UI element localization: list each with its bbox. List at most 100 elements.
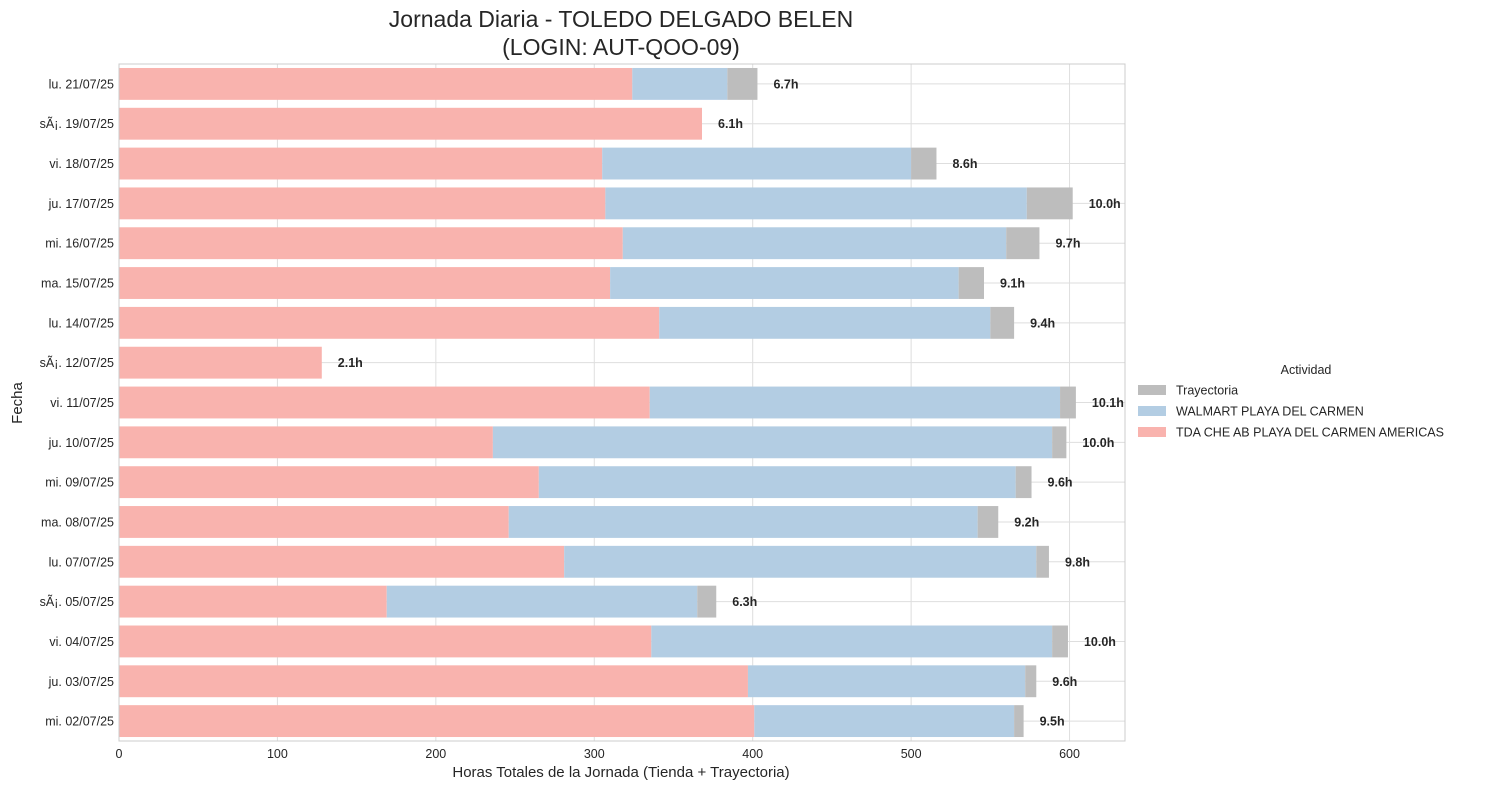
bar-segment xyxy=(911,147,937,180)
bar-segment xyxy=(977,506,999,538)
legend-swatch xyxy=(1138,385,1166,395)
x-tick-label: 100 xyxy=(267,747,288,761)
y-tick-label: vi. 18/07/25 xyxy=(49,157,114,171)
bar-segment xyxy=(119,386,650,419)
y-tick-label: mi. 02/07/25 xyxy=(45,715,114,729)
bar-segment xyxy=(1014,705,1024,738)
x-tick-label: 600 xyxy=(1059,747,1080,761)
legend-entry: TDA CHE AB PLAYA DEL CARMEN AMERICAS xyxy=(1176,426,1444,440)
bar-segment xyxy=(1015,466,1032,499)
bar-segment xyxy=(492,426,1053,459)
y-tick-label: ma. 08/07/25 xyxy=(41,515,114,529)
bar-segment xyxy=(1006,227,1040,260)
bar-segment xyxy=(119,227,623,260)
chart-title-line-1: Jornada Diaria - TOLEDO DELGADO BELEN xyxy=(389,6,853,32)
bar-total-label: 10.0h xyxy=(1082,436,1114,450)
bar-segment xyxy=(1025,665,1037,698)
y-tick-label: ju. 03/07/25 xyxy=(48,675,114,689)
bar-segment xyxy=(119,545,565,578)
bar-segment xyxy=(651,625,1053,658)
bar-segment xyxy=(697,585,717,618)
bar-total-label: 9.6h xyxy=(1052,675,1077,689)
bar-segment xyxy=(1052,625,1068,658)
y-tick-label: vi. 04/07/25 xyxy=(49,635,114,649)
bar-segment xyxy=(958,267,985,299)
chart-title-line-2: (LOGIN: AUT-QOO-09) xyxy=(502,34,740,60)
bar-segment xyxy=(610,267,959,299)
tick-labels: 0 100 200 300 400 500 600 lu. 21/07/25 sÃ¡. 19/0… xyxy=(40,77,1080,761)
bar-total-label: 6.1h xyxy=(718,117,743,131)
y-tick-label: ma. 15/07/25 xyxy=(41,277,114,291)
bar-segment xyxy=(727,67,758,100)
legend-swatch xyxy=(1138,427,1166,437)
bar-total-label: 10.0h xyxy=(1089,197,1121,211)
bar-segment xyxy=(119,665,748,698)
bar-segment xyxy=(119,306,660,339)
bar-segment xyxy=(119,466,539,499)
y-tick-label: ju. 10/07/25 xyxy=(48,436,114,450)
bar-total-label: 9.5h xyxy=(1040,715,1065,729)
bars xyxy=(119,67,1076,738)
bar-segment xyxy=(1036,545,1049,578)
legend-title: Actividad xyxy=(1281,363,1332,377)
bar-segment xyxy=(1026,187,1073,220)
bar-segment xyxy=(602,147,912,180)
y-tick-label: ju. 17/07/25 xyxy=(48,197,114,211)
y-tick-label: mi. 16/07/25 xyxy=(45,237,114,251)
bar-segment xyxy=(119,506,509,538)
plot-frame xyxy=(118,63,1126,742)
bar-segment xyxy=(119,107,703,140)
y-tick-label: lu. 21/07/25 xyxy=(49,77,114,91)
y-tick-label: sÃ¡. 12/07/25 xyxy=(40,356,114,370)
bar-segment xyxy=(605,187,1027,220)
bar-total-label: 9.2h xyxy=(1014,515,1039,529)
y-tick-label: sÃ¡. 19/07/25 xyxy=(40,117,114,131)
bar-total-label: 9.6h xyxy=(1048,476,1073,490)
bar-segment xyxy=(754,705,1015,738)
bar-segment xyxy=(119,187,606,220)
x-tick-label: 500 xyxy=(901,747,922,761)
bar-segment xyxy=(119,67,633,100)
bar-segment xyxy=(649,386,1061,419)
y-tick-label: mi. 09/07/25 xyxy=(45,476,114,490)
bar-segment xyxy=(538,466,1016,499)
bar-segment xyxy=(508,506,978,538)
x-tick-label: 400 xyxy=(742,747,763,761)
bar-segment xyxy=(119,147,603,180)
y-tick-label: lu. 14/07/25 xyxy=(49,316,114,330)
bar-segment xyxy=(659,306,991,339)
bar-segment xyxy=(564,545,1037,578)
bar-segment xyxy=(632,67,728,100)
bar-segment xyxy=(119,585,387,618)
y-tick-label: vi. 11/07/25 xyxy=(50,396,114,410)
x-axis-label: Horas Totales de la Jornada (Tienda + Tr… xyxy=(452,764,789,781)
bar-segment xyxy=(990,306,1015,339)
legend-swatch xyxy=(1138,406,1166,416)
total-labels: 6.7h 6.1h 8.6h 10.0h 9.7h 9.1h 9.4h 2.1h 10.1h 10… xyxy=(338,77,1124,728)
y-tick-label: sÃ¡. 05/07/25 xyxy=(40,595,114,609)
bar-segment xyxy=(1060,386,1076,419)
bar-total-label: 9.1h xyxy=(1000,277,1025,291)
y-axis-label: Fecha xyxy=(9,382,26,424)
bar-total-label: 6.3h xyxy=(732,595,757,609)
legend-entry: WALMART PLAYA DEL CARMEN xyxy=(1176,405,1364,419)
bar-total-label: 8.6h xyxy=(952,157,977,171)
legend: Actividad Trayectoria WALMART PLAYA DEL C… xyxy=(1138,363,1444,440)
bar-segment xyxy=(119,426,493,459)
bar-total-label: 9.4h xyxy=(1030,316,1055,330)
bar-segment xyxy=(747,665,1026,698)
legend-entry: Trayectoria xyxy=(1176,384,1238,398)
bar-segment xyxy=(119,346,322,379)
bar-segment xyxy=(1052,426,1067,459)
bar-segment xyxy=(119,705,755,738)
bar-segment xyxy=(119,267,611,299)
x-tick-label: 300 xyxy=(584,747,605,761)
bar-total-label: 2.1h xyxy=(338,356,363,370)
x-tick-label: 0 xyxy=(116,747,123,761)
bar-segment xyxy=(386,585,698,618)
bar-total-label: 10.0h xyxy=(1084,635,1116,649)
bar-total-label: 9.8h xyxy=(1065,555,1090,569)
bar-segment xyxy=(119,625,652,658)
